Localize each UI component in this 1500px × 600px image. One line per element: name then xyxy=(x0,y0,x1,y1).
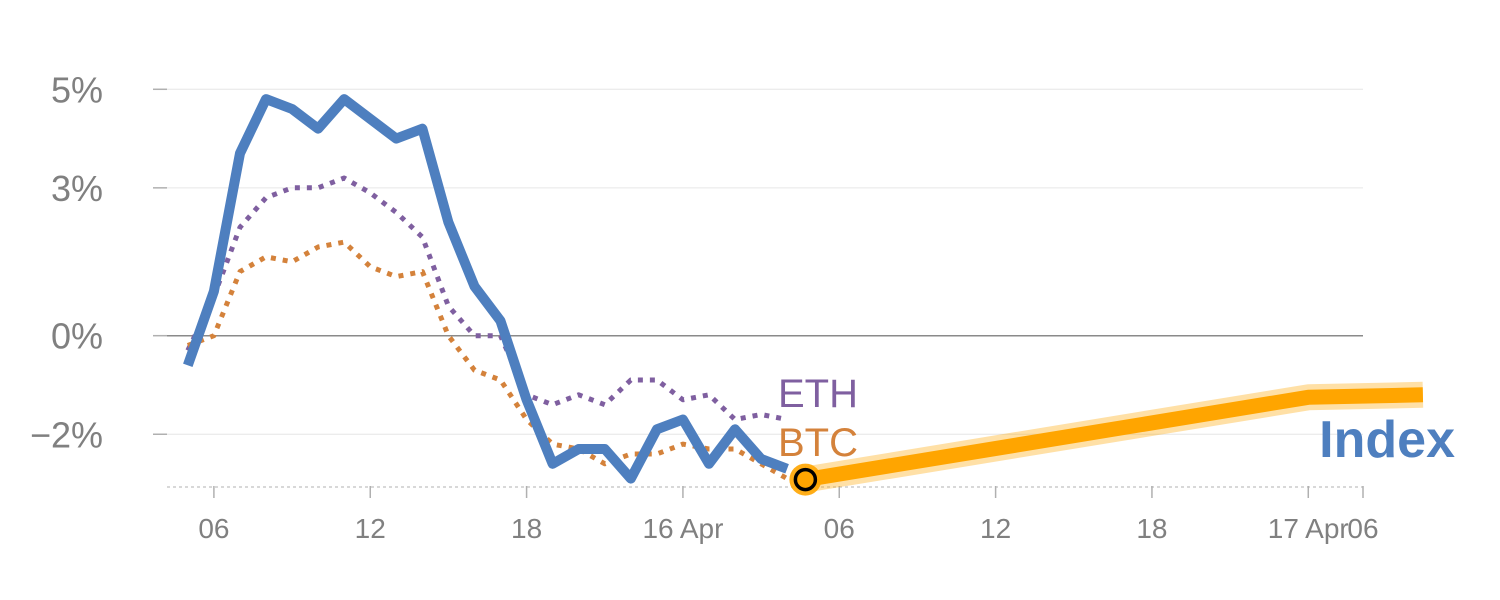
y-tick-label: 0% xyxy=(51,316,103,357)
series-index-line xyxy=(183,94,789,484)
y-tick-label: −2% xyxy=(30,414,103,455)
x-tick-label: 18 xyxy=(511,513,542,544)
x-tick-label: 06 xyxy=(1347,513,1378,544)
series-eth-line xyxy=(185,175,788,422)
grid-layer xyxy=(167,88,1363,435)
x-tick-label: 17 Apr xyxy=(1268,513,1349,544)
series-projection-line xyxy=(804,387,1424,488)
label-index: Index xyxy=(1319,411,1455,469)
x-tick-label: 06 xyxy=(824,513,855,544)
y-tick-label: 3% xyxy=(51,168,103,209)
label-eth: ETH xyxy=(778,372,858,416)
highlight-marker-dot xyxy=(793,467,818,492)
label-layer: ETH BTC Index xyxy=(778,372,1455,469)
series-layer xyxy=(183,94,1424,496)
y-tick-label: 5% xyxy=(51,69,103,110)
x-tick-label: 18 xyxy=(1136,513,1167,544)
x-tick-label: 12 xyxy=(355,513,386,544)
x-tick-label: 16 Apr xyxy=(642,513,723,544)
x-tick-label: 06 xyxy=(198,513,229,544)
x-tick-label: 12 xyxy=(980,513,1011,544)
label-btc: BTC xyxy=(778,421,858,465)
